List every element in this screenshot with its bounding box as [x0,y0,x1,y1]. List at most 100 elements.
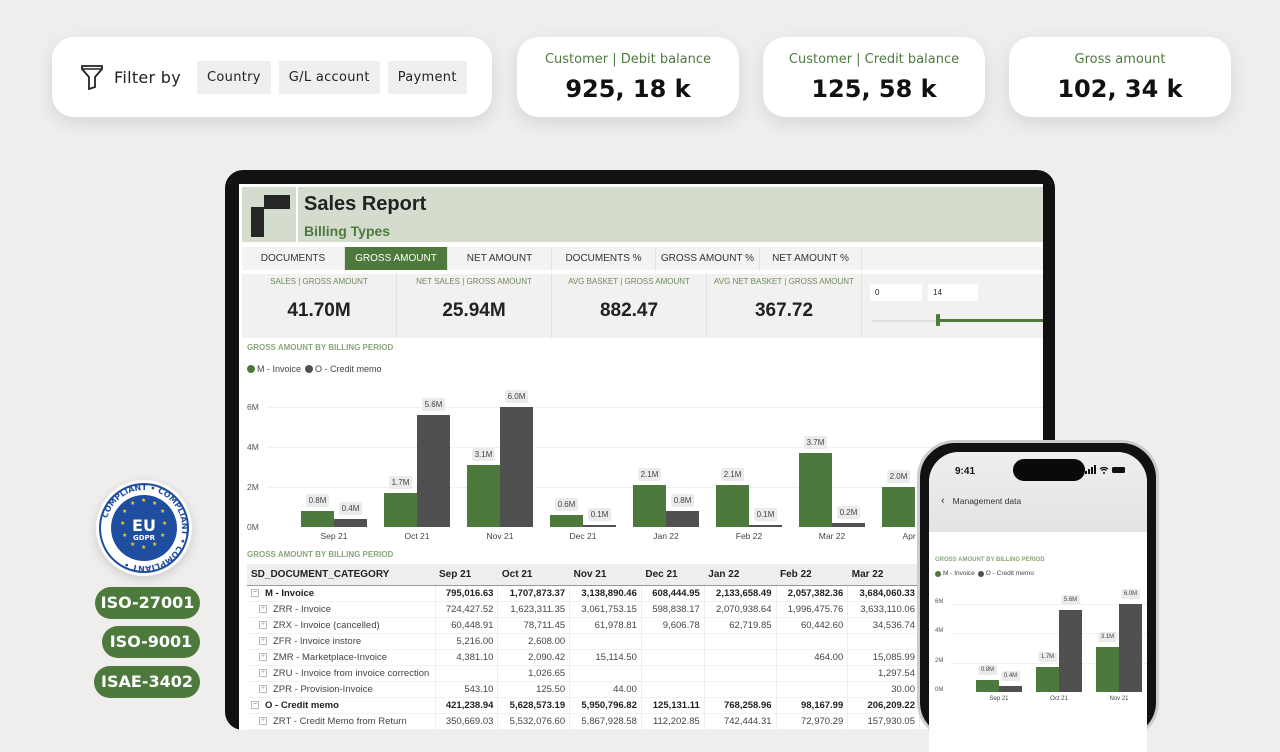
legend-dot-credit-icon [977,570,984,577]
bar-data-label: 1.7M [388,476,413,489]
kpi-card-gross-amount: Gross amount 102, 34 k [1009,37,1231,117]
y-axis-label: 4M [247,442,259,452]
column-header[interactable]: Sep 21 [435,564,498,586]
collapse-icon[interactable]: − [251,589,259,598]
bar-credit-memo[interactable] [832,523,865,527]
svg-text:★: ★ [122,532,127,539]
table-cell [704,649,777,666]
expand-icon[interactable]: + [259,685,267,694]
bar-invoice[interactable] [716,485,749,527]
kpi-net-sales: NET SALES | GROSS AMOUNT 25.94M [397,274,552,338]
bar-credit-memo[interactable] [666,511,699,527]
bar-invoice[interactable] [1096,646,1119,692]
table-cell: 2,090.42 [497,649,571,666]
column-header[interactable]: Mar 22 [847,564,920,586]
filter-chip-payment[interactable]: Payment [387,60,467,94]
filter-chip-country[interactable]: Country [197,60,271,94]
legend-credit-memo[interactable]: O - Credit memo [315,364,382,374]
badge-isae-3402: ISAE-3402 [94,666,200,698]
bar-invoice[interactable] [301,511,334,527]
table-cell: 157,930.05 [847,713,920,730]
tab-documents-pct[interactable]: DOCUMENTS % [552,247,656,270]
column-header[interactable]: Jan 22 [704,564,777,586]
x-axis-label: Oct 21 [1050,696,1068,702]
bar-credit-memo[interactable] [334,519,367,527]
column-header[interactable]: Dec 21 [641,564,705,586]
phone-screen: 9:41 ‹ Management data GROSS AMOUNT BY BI… [929,452,1147,752]
column-header[interactable]: Oct 21 [497,564,570,586]
gridline [951,604,1147,605]
signal-wifi-battery-icon [1085,465,1125,474]
y-axis-label: 6M [935,599,944,605]
table-cell: 3,061,753.15 [569,601,642,618]
bar-invoice[interactable] [550,515,583,527]
tab-net-amount-pct[interactable]: NET AMOUNT % [760,247,862,270]
bar-invoice[interactable] [467,465,500,527]
bar-invoice[interactable] [384,493,417,527]
slider-min-input[interactable]: 0 [870,284,922,301]
table-cell: 2,133,658.49 [704,585,777,602]
kpi-label: Gross amount [1074,52,1166,67]
filter-icon [81,65,103,90]
table-cell [776,633,849,650]
table-cell: 1,623,311.35 [497,601,571,618]
slider-max-input[interactable]: 14 [928,284,978,301]
bar-data-label: 0.6M [554,498,579,511]
bar-data-label: 0.1M [753,508,778,521]
slider-thumb[interactable] [936,314,940,326]
table-cell: 206,209.22 [847,697,920,714]
legend-invoice[interactable]: M - Invoice [257,364,302,374]
table-cell: 78,711.45 [497,617,571,634]
tab-gross-amount-pct[interactable]: GROSS AMOUNT % [656,247,760,270]
gdpr-main-text: EU [132,516,156,535]
phone-nav[interactable]: ‹ Management data [941,495,1021,507]
table-cell [435,665,499,682]
expand-icon[interactable]: + [259,621,267,630]
bar-credit-memo[interactable] [1119,604,1142,692]
report-header: Sales Report Billing Types [242,187,1043,242]
table-cell: 724,427.52 [435,601,499,618]
y-axis-label: 4M [935,628,944,635]
tab-gross-amount[interactable]: GROSS AMOUNT [345,247,448,270]
expand-icon[interactable]: + [259,605,267,614]
expand-icon[interactable]: + [259,669,267,678]
bar-invoice[interactable] [633,485,666,527]
kpi-value: 925, 18 k [565,75,691,103]
back-chevron-icon[interactable]: ‹ [941,495,945,507]
tab-documents[interactable]: DOCUMENTS [242,247,345,270]
filter-chip-gl-account[interactable]: G/L account [278,60,380,94]
bar-credit-memo[interactable] [749,525,782,527]
bar-credit-memo[interactable] [583,525,616,527]
bar-invoice[interactable] [882,487,915,527]
tab-net-amount[interactable]: NET AMOUNT [448,247,552,270]
report-kpi-row: SALES | GROSS AMOUNT 41.70M NET SALES | G… [242,274,1043,338]
gdpr-badge: COMPLIANT • COMPLIANT • COMPLIANT • ★ ★ ★ ★… [96,480,192,576]
report-subtitle: Billing Types [304,223,391,239]
kpi-value: 367.72 [754,300,814,321]
column-header[interactable]: SD_DOCUMENT_CATEGORY [247,564,435,586]
bar-invoice[interactable] [976,680,999,692]
metric-tabs: DOCUMENTS GROSS AMOUNT NET AMOUNT DOCUME… [242,247,1043,270]
table-cell: 3,138,890.46 [569,585,642,602]
legend-dot-credit-icon [305,365,314,373]
svg-text:★: ★ [141,497,146,504]
bar-credit-memo[interactable] [1059,609,1082,692]
bar-credit-memo[interactable] [417,415,450,527]
table-row: + ZRU - Invoice from invoice correction 1,… [247,665,938,682]
expand-icon[interactable]: + [259,653,267,662]
y-axis-label: 2M [247,482,259,492]
bar-invoice[interactable] [1036,667,1059,692]
column-header[interactable]: Nov 21 [569,564,642,586]
chart-legend: M - Invoice O - Credit memo [247,364,382,374]
bar-credit-memo[interactable] [500,407,533,527]
bar-credit-memo[interactable] [999,686,1022,692]
gridline [951,662,1147,664]
expand-icon[interactable]: + [259,717,267,726]
collapse-icon[interactable]: − [251,701,259,710]
expand-icon[interactable]: + [259,637,267,646]
table-row: − O - Credit memo 421,238.94 5,628,573.19 5,… [247,697,938,714]
table-cell: 5,532,076.60 [497,713,571,730]
bar-invoice[interactable] [799,453,832,527]
table-cell: 350,669.03 [435,713,499,730]
column-header[interactable]: Feb 22 [776,564,848,586]
